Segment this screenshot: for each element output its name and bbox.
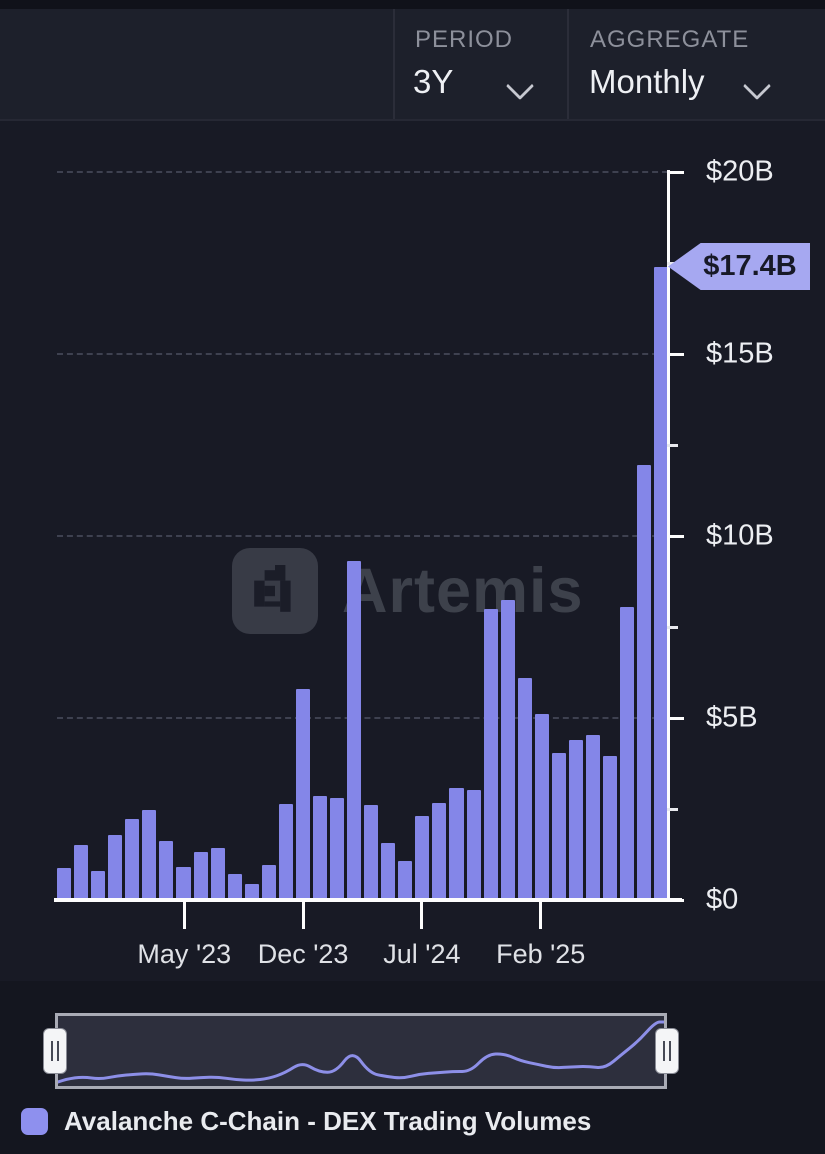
range-brush-minimap[interactable] xyxy=(55,1013,667,1089)
x-axis-label: May '23 xyxy=(137,939,232,969)
bar-may-25[interactable] xyxy=(585,735,600,900)
header-divider xyxy=(567,9,569,119)
bar-feb-25[interactable] xyxy=(534,714,549,900)
bar-jul-24[interactable] xyxy=(415,816,430,900)
y-axis-tick xyxy=(667,171,684,174)
bar-series xyxy=(57,172,669,900)
bar-mar-24[interactable] xyxy=(347,561,362,900)
bar-nov-22[interactable] xyxy=(74,845,89,900)
bar-jun-24[interactable] xyxy=(398,861,413,900)
callout-value: $17.4B xyxy=(703,250,797,282)
bar-jun-25[interactable] xyxy=(603,756,618,900)
y-axis-minor-tick xyxy=(667,626,678,629)
y-axis-minor-tick xyxy=(667,808,678,811)
y-axis-label: $20B xyxy=(706,155,774,188)
y-axis-tick xyxy=(667,717,684,720)
y-axis-label: $0 xyxy=(706,883,739,916)
bar-oct-23[interactable] xyxy=(261,864,276,900)
bar-jul-25[interactable] xyxy=(620,606,635,900)
bar-oct-22[interactable] xyxy=(57,868,72,900)
chart-controls-header: PERIOD 3Y AGGREGATE Monthly xyxy=(0,9,825,121)
bar-jun-23[interactable] xyxy=(193,851,208,900)
bar-jan-23[interactable] xyxy=(108,835,123,900)
period-label: PERIOD xyxy=(415,26,514,53)
bar-dec-22[interactable] xyxy=(91,870,106,900)
legend-swatch-icon xyxy=(21,1108,48,1135)
bar-chart: Artemis $20B $15B $10B $5B $0 May '23 Dec '23… xyxy=(0,121,825,981)
bar-apr-24[interactable] xyxy=(364,804,379,900)
bar-aug-23[interactable] xyxy=(227,874,242,900)
bar-aug-24[interactable] xyxy=(432,802,447,900)
bar-nov-23[interactable] xyxy=(278,803,293,900)
y-axis-label: $5B xyxy=(706,701,758,734)
gridline xyxy=(57,353,668,355)
bar-jan-25[interactable] xyxy=(517,677,532,900)
gridline xyxy=(57,171,668,173)
bar-oct-24[interactable] xyxy=(466,790,481,900)
aggregate-label: AGGREGATE xyxy=(590,26,750,53)
bar-jul-23[interactable] xyxy=(210,847,225,900)
bar-jan-24[interactable] xyxy=(312,795,327,900)
x-axis-tick xyxy=(539,902,543,929)
bar-feb-23[interactable] xyxy=(125,819,140,900)
period-section: PERIOD 3Y xyxy=(393,9,567,119)
header-divider xyxy=(393,9,395,119)
bar-dec-23[interactable] xyxy=(295,688,310,900)
bar-apr-25[interactable] xyxy=(568,739,583,900)
aggregate-section: AGGREGATE Monthly xyxy=(567,9,825,119)
bar-sep-24[interactable] xyxy=(449,787,464,900)
x-axis-label: Feb '25 xyxy=(496,939,586,969)
y-axis-label: $10B xyxy=(706,519,774,552)
x-axis-tick xyxy=(182,902,186,929)
bar-sep-25[interactable] xyxy=(654,266,669,900)
bar-feb-24[interactable] xyxy=(330,798,345,900)
bar-dec-24[interactable] xyxy=(500,599,515,900)
bar-mar-23[interactable] xyxy=(142,809,157,900)
y-axis-label: $15B xyxy=(706,337,774,370)
gridline xyxy=(57,717,668,719)
brush-left-handle[interactable] xyxy=(44,1029,66,1073)
y-axis-tick xyxy=(667,353,684,356)
aggregate-value[interactable]: Monthly xyxy=(589,63,705,100)
chevron-down-icon[interactable] xyxy=(505,71,535,101)
gridline xyxy=(57,535,668,537)
bar-may-24[interactable] xyxy=(381,843,396,900)
bar-aug-25[interactable] xyxy=(637,465,652,900)
bar-nov-24[interactable] xyxy=(483,608,498,900)
x-axis-label: Jul '24 xyxy=(383,939,461,969)
top-strip xyxy=(0,0,825,9)
bar-mar-25[interactable] xyxy=(551,752,566,900)
period-value[interactable]: 3Y xyxy=(413,63,454,100)
legend-item[interactable]: Avalanche C-Chain - DEX Trading Volumes xyxy=(21,1106,591,1137)
bar-sep-23[interactable] xyxy=(244,883,259,900)
latest-value-callout: $17.4B xyxy=(668,243,810,290)
y-axis-tick xyxy=(667,535,684,538)
bar-may-23[interactable] xyxy=(176,867,191,900)
bar-apr-23[interactable] xyxy=(159,840,174,900)
y-axis-minor-tick xyxy=(667,444,678,447)
x-axis-tick xyxy=(420,902,424,929)
legend-label: Avalanche C-Chain - DEX Trading Volumes xyxy=(64,1106,592,1136)
x-axis-label: Dec '23 xyxy=(257,939,349,969)
chevron-down-icon[interactable] xyxy=(742,71,772,101)
brush-right-handle[interactable] xyxy=(656,1029,678,1073)
y-axis-tick xyxy=(667,899,684,902)
x-axis xyxy=(54,898,682,902)
x-axis-tick xyxy=(301,902,305,929)
